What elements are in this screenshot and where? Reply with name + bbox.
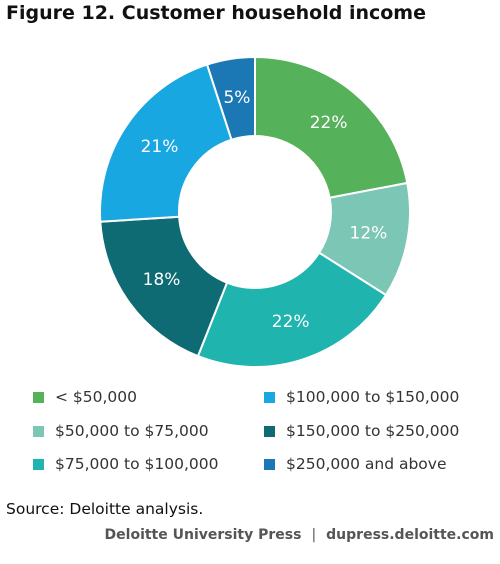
slice-label-5: 5% xyxy=(223,88,250,108)
legend-item-50k-75k: $50,000 to $75,000 xyxy=(33,420,209,442)
legend-label: $150,000 to $250,000 xyxy=(286,422,460,440)
slice-label-4: 21% xyxy=(141,137,179,157)
legend-swatch xyxy=(33,458,44,470)
legend-label: $75,000 to $100,000 xyxy=(55,455,219,473)
slice-4 xyxy=(99,63,233,223)
chart-title: Figure 12. Customer household income xyxy=(6,2,426,24)
legend-label: $100,000 to $150,000 xyxy=(286,388,460,406)
legend-label: $50,000 to $75,000 xyxy=(55,422,209,440)
legend-item-150k-250k: $150,000 to $250,000 xyxy=(264,420,459,442)
legend-item-under-50k: < $50,000 xyxy=(33,386,137,408)
publisher-name: Deloitte University Press xyxy=(104,527,302,543)
slice-label-3: 18% xyxy=(143,270,181,290)
site-url: dupress.deloitte.com xyxy=(326,527,494,543)
legend-swatch xyxy=(264,425,275,437)
legend-item-100k-150k: $100,000 to $150,000 xyxy=(264,386,459,408)
slice-label-0: 22% xyxy=(310,113,348,133)
slice-label-1: 12% xyxy=(350,224,388,244)
legend-swatch xyxy=(264,391,275,403)
legend-label: < $50,000 xyxy=(55,388,138,406)
legend-swatch xyxy=(264,458,275,470)
legend-swatch xyxy=(33,391,44,403)
slice-0 xyxy=(254,55,409,199)
legend: < $50,000 $50,000 to $75,000 $75,000 to … xyxy=(0,386,500,486)
slice-3 xyxy=(99,215,229,358)
legend-item-75k-100k: $75,000 to $100,000 xyxy=(33,453,218,475)
donut-chart: 22% 12% 22% 18% 21% 5% xyxy=(99,55,411,368)
credit-line: Deloitte University Press | dupress.deloit… xyxy=(105,527,494,543)
slice-label-2: 22% xyxy=(272,312,310,332)
slice-5 xyxy=(205,55,256,141)
legend-label: $250,000 and above xyxy=(286,455,447,473)
credit-separator: | xyxy=(311,527,317,543)
slice-2 xyxy=(196,251,388,368)
source-note: Source: Deloitte analysis. xyxy=(6,500,204,518)
legend-item-250k-above: $250,000 and above xyxy=(264,453,447,475)
legend-swatch xyxy=(33,425,44,437)
